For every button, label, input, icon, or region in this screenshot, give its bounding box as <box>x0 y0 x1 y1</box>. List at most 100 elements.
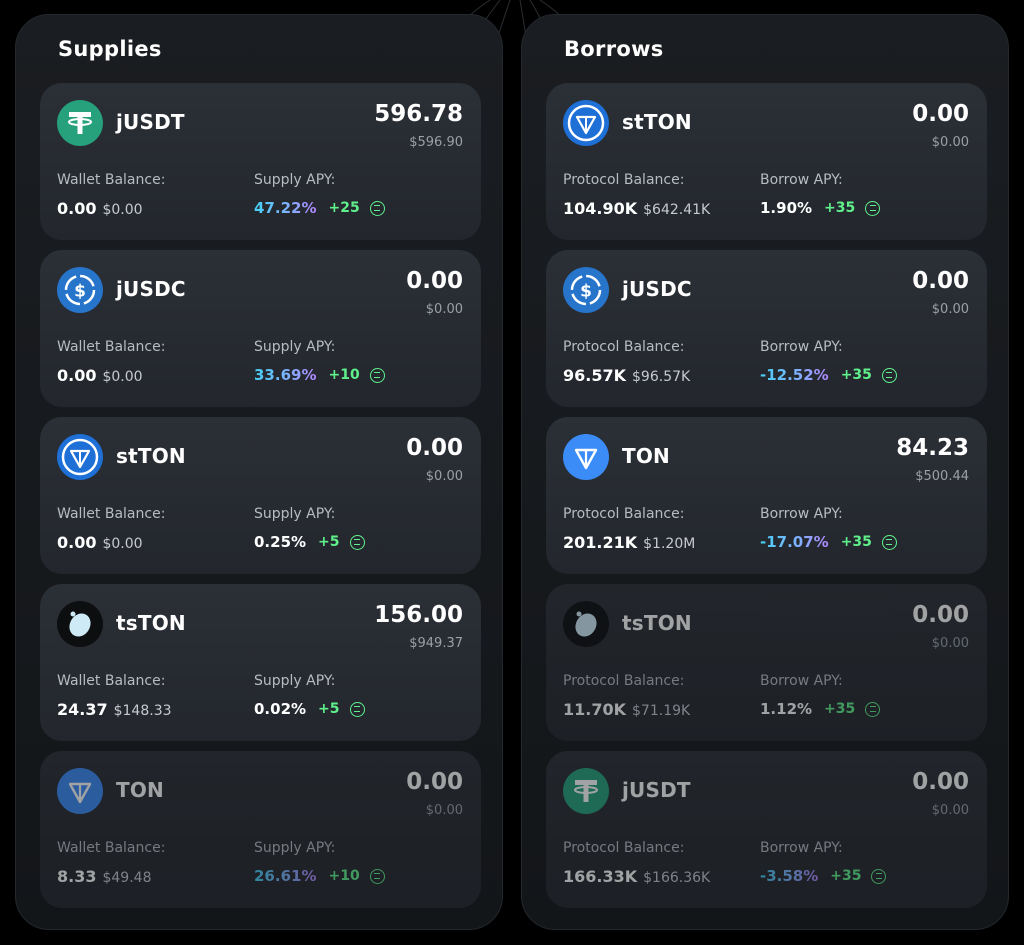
supplies-card-jusdt[interactable]: jUSDT 596.78 $596.90 Wallet Balance: Supply … <box>40 83 481 240</box>
ton-icon <box>57 768 103 814</box>
balance-value: 0.00 <box>57 199 97 218</box>
balance-values: 11.70K $71.19K <box>563 700 690 719</box>
token-amount-usd: $0.00 <box>931 135 969 150</box>
points-coin-icon <box>369 868 385 884</box>
balance-values: 0.00 $0.00 <box>57 533 143 552</box>
borrows-card-ton[interactable]: TON 84.23 $500.44 Protocol Balance: Borrow A… <box>546 417 987 574</box>
apy-label: Borrow APY: <box>760 339 843 355</box>
supplies-card-tston[interactable]: tsTON 156.00 $949.37 Wallet Balance: Supply … <box>40 584 481 741</box>
supplies-card-stton[interactable]: stTON 0.00 $0.00 Wallet Balance: Supply APY:… <box>40 417 481 574</box>
balance-values: 24.37 $148.33 <box>57 700 172 719</box>
token-name: jUSDC <box>622 277 692 301</box>
token-name: jUSDT <box>116 110 185 134</box>
supplies-card-jusdc[interactable]: $ jUSDC 0.00 $0.00 Wallet Balance: Supply APY… <box>40 250 481 407</box>
balance-values: 0.00 $0.00 <box>57 366 143 385</box>
balance-value: 104.90K <box>563 199 638 218</box>
apy-value: 26.61% <box>254 867 317 885</box>
borrows-card-stton[interactable]: stTON 0.00 $0.00 Protocol Balance: Borrow AP… <box>546 83 987 240</box>
apy-values: -17.07% +35 <box>760 533 897 551</box>
apy-label: Supply APY: <box>254 840 336 856</box>
apy-label: Borrow APY: <box>760 172 843 188</box>
apy-values: 47.22% +25 <box>254 199 385 217</box>
balance-label: Protocol Balance: <box>563 506 685 522</box>
points-coin-icon <box>865 701 881 717</box>
token-amount: 0.00 <box>912 268 969 294</box>
token-name: tsTON <box>116 611 186 635</box>
points-bonus: +35 <box>824 200 856 216</box>
token-amount-usd: $0.00 <box>931 636 969 651</box>
points-bonus: +10 <box>328 868 360 884</box>
points-bonus: +35 <box>840 367 872 383</box>
balance-values: 96.57K $96.57K <box>563 366 690 385</box>
points-coin-icon <box>881 534 897 550</box>
borrows-card-jusdc[interactable]: $ jUSDC 0.00 $0.00 Protocol Balance: Borrow A… <box>546 250 987 407</box>
supplies-card-ton[interactable]: TON 0.00 $0.00 Wallet Balance: Supply APY: 8.… <box>40 751 481 908</box>
token-amount-usd: $0.00 <box>931 803 969 818</box>
balance-value: 166.33K <box>563 867 638 886</box>
token-amount-usd: $0.00 <box>425 469 463 484</box>
apy-label: Borrow APY: <box>760 673 843 689</box>
borrows-card-jusdt[interactable]: jUSDT 0.00 $0.00 Protocol Balance: Borrow AP… <box>546 751 987 908</box>
balance-value: 0.00 <box>57 533 97 552</box>
balance-label: Protocol Balance: <box>563 172 685 188</box>
apy-value: -17.07% <box>760 533 829 551</box>
borrows-panel: Borrows stTON 0.00 $0.00 Protocol Balance: B… <box>521 14 1009 930</box>
token-amount: 0.00 <box>406 268 463 294</box>
points-bonus: +5 <box>318 701 340 717</box>
apy-label: Borrow APY: <box>760 506 843 522</box>
token-name: TON <box>116 778 164 802</box>
token-amount-usd: $949.37 <box>409 636 463 651</box>
apy-value: 0.02% <box>254 700 307 718</box>
points-bonus: +35 <box>830 868 862 884</box>
apy-value: 1.12% <box>760 700 813 718</box>
balance-value: 24.37 <box>57 700 108 719</box>
balance-usd-value: $96.57K <box>632 369 691 385</box>
balance-usd-value: $0.00 <box>102 369 143 385</box>
apy-values: 0.02% +5 <box>254 700 365 718</box>
balance-value: 11.70K <box>563 700 627 719</box>
balance-usd-value: $0.00 <box>102 536 143 552</box>
balance-usd-value: $148.33 <box>113 703 172 719</box>
points-coin-icon <box>369 367 385 383</box>
token-amount: 0.00 <box>406 769 463 795</box>
apy-label: Borrow APY: <box>760 840 843 856</box>
token-name: stTON <box>116 444 186 468</box>
token-amount-usd: $0.00 <box>425 803 463 818</box>
borrows-card-tston[interactable]: tsTON 0.00 $0.00 Protocol Balance: Borrow AP… <box>546 584 987 741</box>
points-coin-icon <box>871 868 887 884</box>
apy-value: 47.22% <box>254 199 317 217</box>
token-amount: 0.00 <box>912 602 969 628</box>
balance-usd-value: $642.41K <box>643 202 711 218</box>
apy-label: Supply APY: <box>254 339 336 355</box>
token-amount-usd: $596.90 <box>409 135 463 150</box>
apy-value: 1.90% <box>760 199 813 217</box>
supplies-title: Supplies <box>58 37 162 61</box>
points-coin-icon <box>369 200 385 216</box>
balance-label: Wallet Balance: <box>57 339 166 355</box>
balance-label: Wallet Balance: <box>57 172 166 188</box>
token-amount-usd: $500.44 <box>915 469 969 484</box>
apy-values: 33.69% +10 <box>254 366 385 384</box>
balance-usd-value: $71.19K <box>632 703 691 719</box>
apy-label: Supply APY: <box>254 506 336 522</box>
token-name: jUSDT <box>622 778 691 802</box>
token-amount: 0.00 <box>912 769 969 795</box>
points-bonus: +35 <box>840 534 872 550</box>
token-amount-usd: $0.00 <box>425 302 463 317</box>
apy-label: Supply APY: <box>254 172 336 188</box>
apy-value: -12.52% <box>760 366 829 384</box>
apy-values: 1.12% +35 <box>760 700 881 718</box>
balance-values: 104.90K $642.41K <box>563 199 710 218</box>
svg-text:$: $ <box>74 282 86 302</box>
balance-values: 8.33 $49.48 <box>57 867 151 886</box>
apy-values: 1.90% +35 <box>760 199 881 217</box>
balance-value: 201.21K <box>563 533 638 552</box>
apy-value: -3.58% <box>760 867 819 885</box>
token-amount: 84.23 <box>896 435 969 461</box>
borrows-title: Borrows <box>564 37 664 61</box>
apy-values: -3.58% +35 <box>760 867 887 885</box>
points-bonus: +5 <box>318 534 340 550</box>
tether-icon <box>563 768 609 814</box>
balance-values: 201.21K $1.20M <box>563 533 695 552</box>
apy-values: 26.61% +10 <box>254 867 385 885</box>
